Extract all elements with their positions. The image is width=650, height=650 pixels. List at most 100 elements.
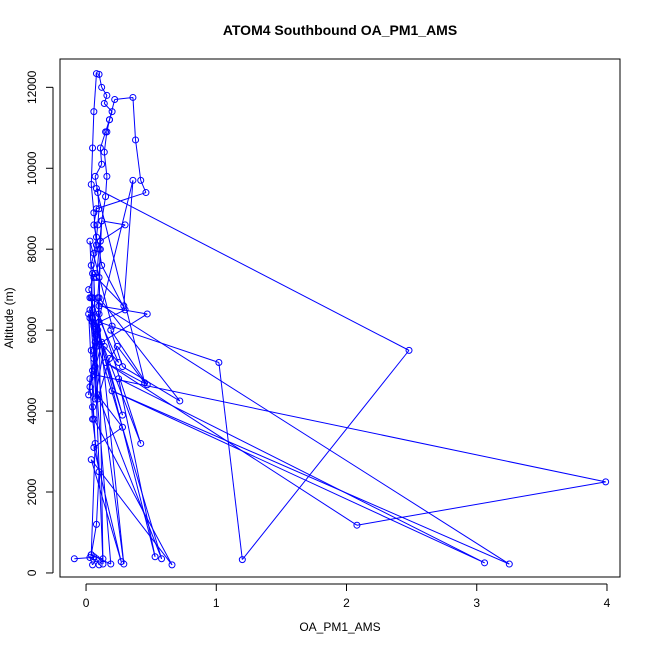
- data-point: [91, 330, 99, 338]
- data-point: [92, 342, 100, 350]
- data-point: [90, 221, 98, 229]
- series-line-segment: [98, 321, 125, 565]
- series-line-segment: [97, 394, 163, 559]
- series-line-segment: [98, 322, 104, 565]
- data-point: [89, 306, 97, 314]
- data-point: [98, 261, 106, 269]
- series-line-segment: [93, 418, 173, 566]
- series-line-segment: [96, 188, 410, 351]
- data-point: [111, 95, 119, 103]
- data-point: [85, 310, 93, 318]
- data-point: [90, 415, 98, 423]
- data-series: [70, 70, 610, 569]
- data-point: [120, 560, 128, 568]
- data-point: [91, 439, 99, 447]
- data-point: [105, 354, 113, 362]
- series-line-segment: [98, 309, 126, 323]
- series-line-segment: [109, 346, 118, 359]
- series-line-segment: [135, 139, 142, 181]
- data-point: [115, 375, 123, 383]
- series-line-segment: [118, 378, 485, 564]
- data-point: [95, 468, 103, 476]
- data-point: [87, 551, 95, 559]
- series-line-segment: [93, 447, 122, 562]
- data-point: [94, 189, 102, 197]
- series-line-segment: [123, 180, 134, 306]
- data-point: [86, 383, 94, 391]
- series-line-segment: [110, 329, 148, 386]
- data-point: [85, 391, 93, 399]
- data-point: [91, 172, 99, 180]
- series-line-segment: [105, 362, 148, 386]
- y-tick-label: 8000: [25, 236, 39, 263]
- data-point: [90, 322, 98, 330]
- data-point: [90, 354, 98, 362]
- data-point: [86, 237, 94, 245]
- data-point: [143, 310, 151, 318]
- data-point: [94, 391, 102, 399]
- series-line-segment: [92, 558, 97, 566]
- data-point: [94, 221, 102, 229]
- series-line-segment: [241, 350, 410, 560]
- series-line-segment: [93, 374, 606, 483]
- data-point: [176, 397, 184, 405]
- x-axis: 0 1 2 3 4: [83, 583, 611, 610]
- data-point: [481, 559, 489, 567]
- data-point: [87, 456, 95, 464]
- series-line-segment: [90, 443, 96, 555]
- series-line-segment: [103, 103, 113, 112]
- series-line-segment: [93, 224, 100, 250]
- data-point: [108, 322, 116, 330]
- data-point: [105, 116, 113, 124]
- data-point: [103, 91, 111, 99]
- series-line-segment: [105, 362, 358, 526]
- data-point: [87, 180, 95, 188]
- data-point: [98, 160, 106, 168]
- data-point: [89, 144, 97, 152]
- series-line-segment: [103, 95, 108, 104]
- y-tick-label: 2000: [25, 478, 39, 505]
- data-point: [92, 70, 100, 78]
- data-point: [95, 561, 103, 569]
- series-line-segment: [218, 362, 243, 560]
- data-point: [96, 237, 104, 245]
- series-line-segment: [140, 180, 147, 193]
- series-line-segment: [111, 390, 510, 565]
- data-point: [137, 176, 145, 184]
- data-point: [113, 342, 121, 350]
- series-line-segment: [88, 313, 163, 559]
- data-point: [90, 444, 98, 451]
- data-point: [95, 205, 103, 213]
- data-point: [89, 403, 97, 411]
- series-line-segment: [101, 220, 126, 226]
- x-tick-label: 0: [83, 596, 90, 610]
- data-point: [129, 176, 137, 184]
- series-line-segment: [93, 73, 97, 112]
- data-point: [103, 172, 111, 180]
- x-tick-label: 2: [343, 596, 350, 610]
- series-line-segment: [90, 148, 94, 185]
- series-line-segment: [103, 345, 119, 363]
- data-point: [100, 100, 108, 108]
- series-line-segment: [89, 309, 125, 565]
- data-point: [89, 314, 97, 322]
- data-point: [107, 560, 115, 568]
- series-line-segment: [89, 557, 94, 566]
- y-tick-label: 4000: [25, 397, 39, 424]
- series-line-segment: [100, 224, 126, 242]
- chart-title: ATOM4 Southbound OA_PM1_AMS: [223, 22, 457, 38]
- data-point: [119, 423, 127, 431]
- series-line-segment: [356, 481, 606, 526]
- data-point: [137, 439, 145, 447]
- data-point: [121, 306, 129, 314]
- data-point: [98, 217, 106, 225]
- data-point: [92, 274, 100, 282]
- data-point: [99, 555, 107, 563]
- x-tick-label: 4: [604, 596, 611, 610]
- data-point: [215, 359, 223, 367]
- data-point: [70, 555, 78, 563]
- series-line-segment: [101, 87, 108, 96]
- data-point: [92, 205, 100, 213]
- series-line-segment: [98, 74, 103, 88]
- x-axis-label: OA_PM1_AMS: [299, 620, 380, 634]
